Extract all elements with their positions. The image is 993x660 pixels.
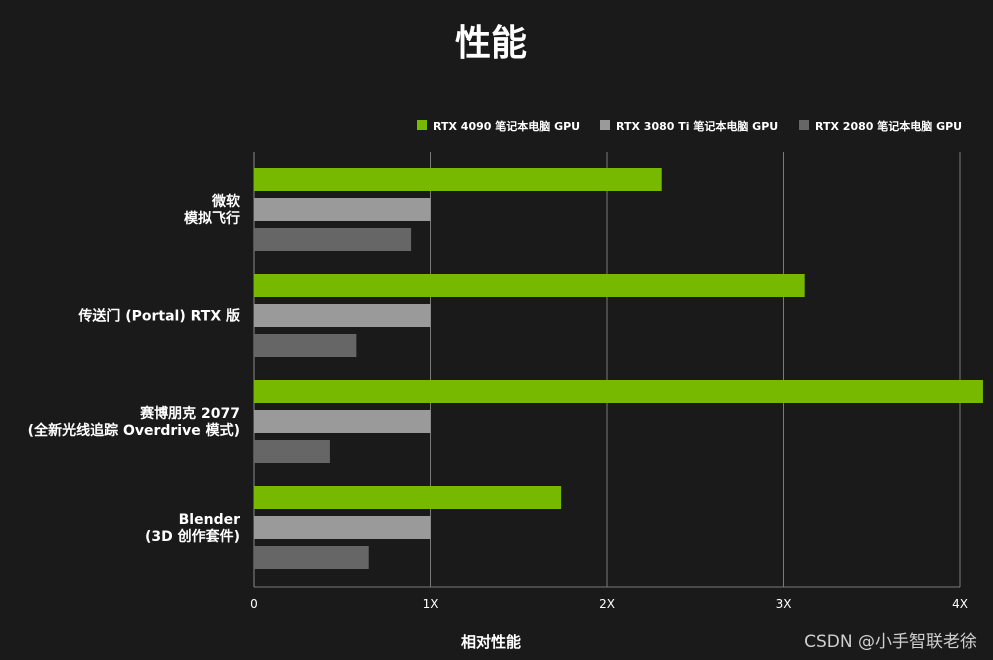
legend-label-0: RTX 4090 笔记本电脑 GPU — [433, 119, 580, 133]
bar-3-series-1 — [254, 516, 431, 539]
bar-2-series-0 — [254, 380, 983, 403]
legend-swatch-0 — [417, 120, 427, 130]
x-tick-label-1: 1X — [423, 597, 439, 611]
bar-1-series-0 — [254, 274, 805, 297]
category-label-3-line-1: (3D 创作套件) — [145, 528, 240, 545]
category-label-0-line-1: 模拟飞行 — [184, 210, 240, 227]
bar-0-series-2 — [254, 228, 412, 251]
legend: RTX 4090 笔记本电脑 GPU RTX 3080 Ti 笔记本电脑 GPU R… — [417, 119, 962, 133]
watermark: CSDN @小手智联老徐 — [804, 632, 977, 652]
bar-3-series-2 — [254, 546, 369, 569]
legend-swatch-1 — [600, 120, 610, 130]
bar-1-series-1 — [254, 304, 431, 327]
x-axis-label: 相对性能 — [461, 633, 521, 651]
bar-0-series-0 — [254, 168, 662, 191]
legend-swatch-2 — [799, 120, 809, 130]
x-tick-label-3: 3X — [776, 597, 792, 611]
category-label-3-line-0: Blender — [179, 512, 240, 528]
category-label-0-line-0: 微软 — [211, 193, 241, 210]
x-tick-label-0: 0 — [250, 597, 258, 611]
bar-3-series-0 — [254, 486, 562, 509]
legend-label-1: RTX 3080 Ti 笔记本电脑 GPU — [616, 119, 778, 133]
category-label-2-line-0: 赛博朋克 2077 — [139, 405, 240, 422]
category-label-2-line-1: (全新光线追踪 Overdrive 模式) — [28, 422, 240, 439]
bar-2-series-2 — [254, 440, 330, 463]
chart-title: 性能 — [455, 23, 527, 64]
bar-2-series-1 — [254, 410, 431, 433]
category-label-1-line-0: 传送门 (Portal) RTX 版 — [77, 308, 240, 325]
bars — [254, 168, 983, 569]
x-tick-label-4: 4X — [952, 597, 968, 611]
x-tick-labels: 0 1X 2X 3X 4X — [250, 597, 968, 611]
bar-0-series-1 — [254, 198, 431, 221]
bar-1-series-2 — [254, 334, 357, 357]
legend-label-2: RTX 2080 笔记本电脑 GPU — [815, 119, 962, 133]
grid — [253, 152, 961, 588]
x-tick-label-2: 2X — [599, 597, 615, 611]
